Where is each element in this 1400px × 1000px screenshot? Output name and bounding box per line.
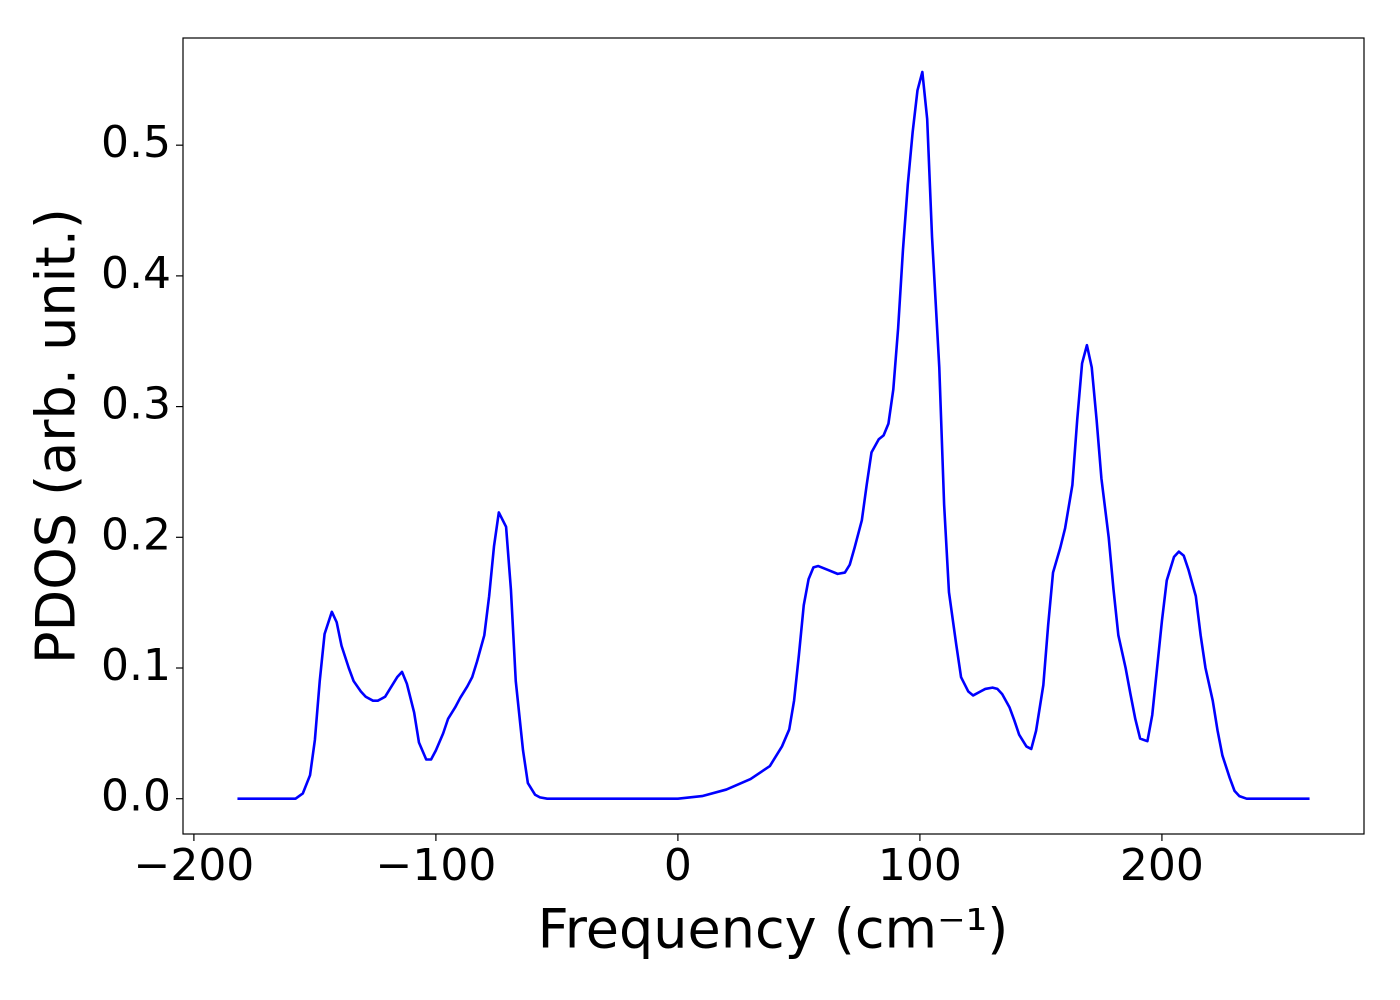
- x-tick-label: 0: [664, 840, 692, 891]
- x-tick-label: 200: [1120, 840, 1204, 891]
- y-tick-label: 0.2: [101, 509, 171, 560]
- y-tick-label: 0.1: [101, 640, 171, 691]
- x-tick-label: −100: [375, 840, 496, 891]
- y-tick-label: 0.4: [101, 248, 171, 299]
- y-tick-label: 0.5: [101, 117, 171, 168]
- y-tick-label: 0.0: [101, 771, 171, 822]
- plot-frame: [182, 37, 1365, 835]
- x-axis-label: Frequency (cm⁻¹): [538, 898, 1009, 961]
- y-tick-label: 0.3: [101, 379, 171, 430]
- x-tick-label: 100: [878, 840, 962, 891]
- y-axis-label: PDOS (arb. unit.): [25, 208, 88, 664]
- x-tick-label: −200: [133, 840, 254, 891]
- data-line: [237, 70, 1310, 801]
